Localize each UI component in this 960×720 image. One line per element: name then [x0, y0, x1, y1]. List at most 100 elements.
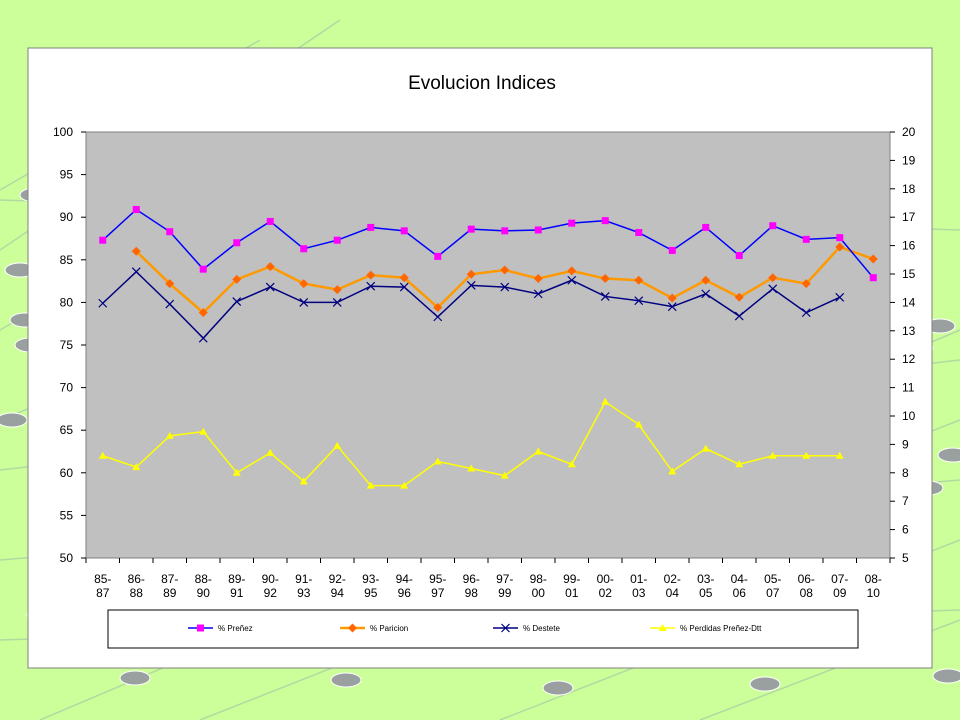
- data-point: [166, 228, 174, 236]
- data-point: [835, 451, 844, 459]
- data-point: [668, 467, 677, 475]
- data-point: [399, 282, 409, 292]
- left-axis-tick-label: 90: [60, 210, 74, 224]
- data-point: [265, 262, 275, 272]
- x-axis: 85-87 86-88 87-89 88-90 89-91 90-92 91-93 92-94…: [85, 558, 891, 600]
- x-axis-tick-label: 96-98: [463, 572, 480, 600]
- data-point: [232, 297, 242, 306]
- data-point: [500, 282, 510, 292]
- left-axis-tick-label: 50: [60, 551, 74, 565]
- data-point: [165, 299, 175, 309]
- left-axis-tick-label: 80: [60, 295, 74, 309]
- data-point: [332, 297, 342, 307]
- data-point: [801, 279, 811, 289]
- left-axis-tick-label: 60: [60, 466, 74, 480]
- data-point: [131, 246, 141, 256]
- data-point: [802, 451, 811, 459]
- data-point: [299, 279, 309, 289]
- data-point: [600, 292, 610, 301]
- legend-marker: [658, 624, 667, 631]
- data-point: [132, 463, 141, 471]
- decoration-node: [0, 412, 28, 428]
- legend-label: % Perdidas Preñez-Dtt: [680, 624, 762, 633]
- data-point: [534, 447, 543, 455]
- data-point: [668, 246, 676, 254]
- right-axis-tick-label: 17: [902, 210, 916, 224]
- data-point: [533, 289, 543, 299]
- data-point: [769, 222, 777, 230]
- right-axis-tick-label: 7: [902, 494, 909, 508]
- data-point: [501, 227, 509, 235]
- data-point: [433, 457, 442, 465]
- right-axis-tick-label: 20: [902, 125, 916, 139]
- x-axis-tick-label: 06-08: [798, 572, 815, 600]
- data-point: [635, 229, 643, 237]
- left-axis-tick-label: 70: [60, 381, 74, 395]
- data-point: [702, 223, 710, 231]
- data-point: [399, 273, 409, 283]
- data-point: [534, 226, 542, 234]
- right-axis-tick-label: 19: [902, 153, 916, 167]
- data-point: [601, 397, 610, 405]
- x-axis-tick-label: 08-10: [865, 572, 882, 600]
- data-point: [333, 441, 342, 449]
- x-axis-tick-label: 04-06: [731, 572, 748, 600]
- left-axis-tick-label: 65: [60, 423, 74, 437]
- x-axis-tick-label: 03-05: [697, 572, 714, 600]
- data-point: [400, 227, 408, 235]
- right-axis-tick-label: 5: [902, 551, 909, 565]
- data-point: [332, 285, 342, 295]
- x-axis-tick-label: 86-88: [128, 572, 145, 600]
- right-axis-tick-label: 8: [902, 466, 909, 480]
- x-axis-tick-label: 90-92: [262, 572, 279, 600]
- data-point: [198, 333, 208, 343]
- data-point: [500, 471, 509, 479]
- data-point: [868, 254, 878, 264]
- data-point: [634, 420, 643, 428]
- x-axis-tick-label: 92-94: [329, 572, 346, 600]
- left-axis: 50 55 60 65 70 75 80 85 90 95 100: [53, 125, 86, 565]
- data-point: [366, 270, 376, 280]
- data-point: [735, 460, 744, 468]
- data-point: [601, 217, 609, 225]
- x-axis-tick-label: 98-00: [530, 572, 547, 600]
- data-point: [266, 448, 275, 456]
- data-point: [265, 282, 275, 292]
- right-axis-tick-label: 10: [902, 409, 916, 423]
- decoration-node: [542, 680, 574, 696]
- data-point: [667, 302, 677, 312]
- x-axis-tick-label: 88-90: [195, 572, 212, 600]
- decoration-node: [749, 676, 781, 692]
- data-point: [768, 273, 778, 283]
- legend-marker: [501, 623, 510, 633]
- x-axis-tick-label: 93-95: [362, 572, 379, 600]
- decoration-node: [119, 670, 151, 686]
- data-point: [333, 236, 341, 244]
- data-point: [568, 219, 576, 227]
- data-point: [768, 451, 777, 459]
- data-point: [233, 239, 241, 247]
- series-layer: [98, 206, 878, 489]
- x-axis-tick-label: 05-07: [764, 572, 781, 600]
- data-point: [467, 225, 475, 233]
- data-point: [701, 275, 711, 285]
- legend-marker: [348, 623, 357, 633]
- right-axis-tick-label: 11: [902, 381, 915, 395]
- data-point: [533, 274, 543, 284]
- data-point: [567, 460, 576, 468]
- data-point: [199, 265, 207, 273]
- x-axis-tick-label: 87-89: [161, 572, 178, 600]
- x-axis-tick-label: 00-02: [597, 572, 614, 600]
- x-axis-tick-label: 97-99: [496, 572, 513, 600]
- data-point: [132, 206, 140, 214]
- decoration-node: [937, 447, 960, 463]
- right-axis-tick-label: 12: [902, 352, 916, 366]
- plot-area: [85, 131, 891, 559]
- data-point: [768, 284, 778, 294]
- legend-marker: [197, 624, 204, 632]
- left-axis-tick-label: 55: [60, 508, 74, 522]
- data-point: [466, 280, 476, 290]
- data-point: [667, 293, 677, 303]
- data-point: [266, 217, 274, 225]
- legend-label: % Paricion: [370, 624, 408, 633]
